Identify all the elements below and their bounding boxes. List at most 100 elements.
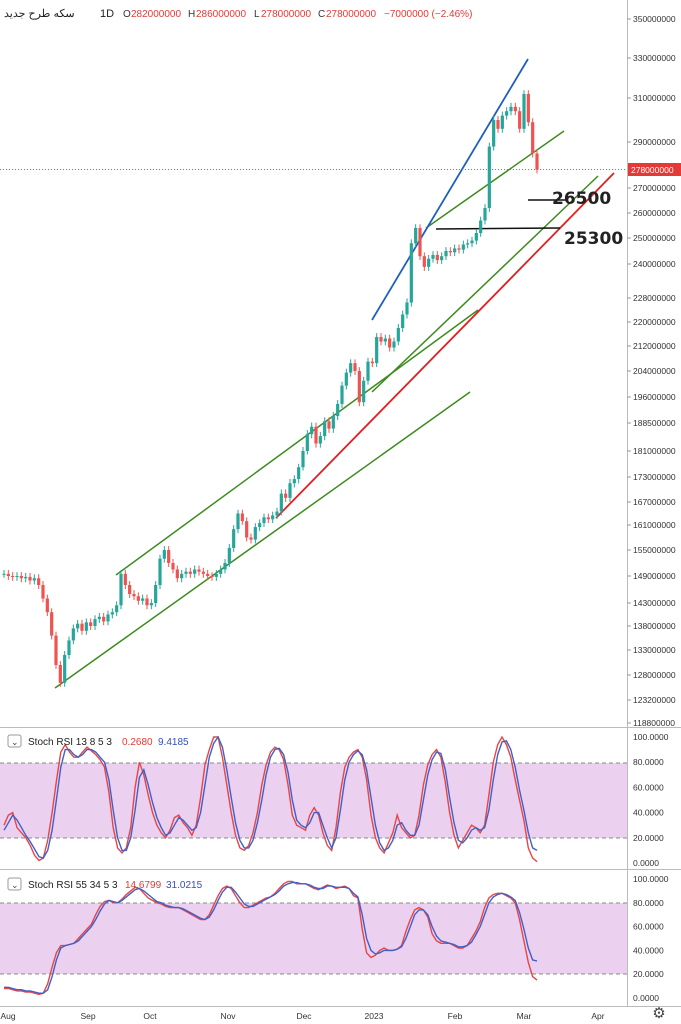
stoch1-band	[0, 763, 627, 838]
candle-body	[32, 578, 36, 581]
candle-body	[379, 337, 383, 342]
price-tick-label: 350000000	[633, 14, 676, 24]
candle-body	[457, 248, 461, 250]
candle-body	[206, 573, 210, 576]
symbol-name: سکه طرح جدید	[4, 8, 75, 20]
price-tick-label: 161000000	[633, 520, 676, 530]
change-value: −7000000 (−2.46%)	[384, 9, 472, 20]
candle-body	[136, 596, 140, 601]
stoch2-lines	[4, 880, 538, 996]
candle-body	[110, 612, 114, 615]
collapse-chevron-icon: ⌄	[11, 737, 19, 747]
price-tick-label: 118800000	[633, 718, 675, 728]
candle-body	[50, 612, 54, 636]
candle-body	[54, 635, 58, 665]
price-tick-label: 138000000	[633, 621, 676, 631]
gear-icon[interactable]: ⚙	[652, 1005, 666, 1022]
upper-channel-line	[115, 309, 479, 576]
candle-body	[171, 563, 175, 570]
candle-body	[505, 111, 509, 116]
stoch1-title: Stoch RSI 13 8 5 3	[28, 737, 112, 748]
candle-body	[301, 451, 305, 468]
stoch-tick-label: 40.0000	[633, 945, 664, 955]
price-tick-label: 123200000	[633, 695, 676, 705]
candle-body	[331, 416, 335, 429]
candle-body	[405, 302, 409, 315]
candle-body	[396, 328, 400, 342]
candle-body	[292, 479, 296, 484]
open-label: O	[123, 9, 131, 20]
chart-header: سکه طرح جدید 1D O 282000000 H 286000000 …	[4, 8, 472, 20]
candle-body	[474, 233, 478, 241]
candle-body	[513, 106, 517, 112]
candle-body	[344, 372, 348, 386]
candle-body	[128, 585, 132, 594]
top-channel-line	[425, 130, 565, 229]
price-tick-label: 228000000	[633, 293, 676, 303]
price-tick-label: 188500000	[633, 418, 676, 428]
stoch2-axis: 100.0000 80.0000 60.0000 40.0000 20.0000 0.00…	[633, 874, 669, 1003]
candle-body	[279, 493, 283, 512]
price-axis: 350000000 330000000 310000000 290000000 2700…	[627, 14, 676, 728]
time-tick-label: Mar	[517, 1011, 532, 1021]
candle-body	[97, 616, 101, 620]
time-tick-label: Aug	[0, 1011, 15, 1021]
price-tick-label: 260000000	[633, 208, 676, 218]
candle-body	[418, 228, 422, 257]
collapse-icon[interactable]	[7, 734, 22, 748]
candle-body	[444, 251, 448, 257]
stoch-d-line	[3, 735, 538, 859]
candle-body	[253, 527, 257, 540]
price-tick-label: 128000000	[633, 670, 676, 680]
candle-body	[288, 483, 292, 498]
candle-body	[466, 243, 470, 245]
candle-body	[184, 571, 188, 574]
candle-body	[409, 243, 413, 303]
candle-body	[63, 655, 67, 683]
candle-body	[67, 640, 71, 655]
candle-body	[6, 573, 10, 576]
last-price-badge	[628, 163, 681, 176]
candle-body	[340, 385, 344, 404]
candle-body	[431, 254, 435, 259]
candle-body	[93, 619, 97, 626]
stoch-tick-label: 60.0000	[633, 922, 664, 932]
candle-body	[11, 576, 15, 577]
high-label: H	[188, 9, 195, 20]
open-value: 282000000	[131, 9, 181, 20]
candle-body	[219, 569, 223, 574]
candle-body	[197, 569, 201, 572]
candle-body	[210, 576, 214, 577]
stoch1-axis: 100.0000 80.0000 60.0000 40.0000 20.0000 0.00…	[633, 732, 669, 868]
level-26500-label: 26500	[552, 189, 611, 209]
stoch-tick-label: 60.0000	[633, 782, 664, 792]
close-label: C	[318, 9, 325, 20]
candle-body	[41, 585, 45, 599]
time-tick-label: Dec	[296, 1011, 312, 1021]
price-tick-label: 181000000	[633, 446, 676, 456]
candle-body	[106, 614, 110, 622]
candle-body	[201, 571, 205, 574]
candle-body	[526, 94, 530, 123]
candle-body	[275, 511, 279, 516]
price-tick-label: 149000000	[633, 571, 676, 581]
interval-label: 1D	[100, 8, 114, 20]
collapse-icon[interactable]	[7, 877, 22, 891]
candle-body	[353, 363, 357, 371]
candle-body	[414, 228, 418, 244]
candle-body	[440, 256, 444, 261]
low-value: 278000000	[261, 9, 311, 20]
price-tick-label: 240000000	[633, 259, 676, 269]
candle-body	[522, 94, 526, 129]
candle-body	[284, 493, 288, 498]
candle-body	[24, 576, 28, 579]
candle-body	[115, 605, 119, 613]
candle-body	[388, 338, 392, 348]
candle-body	[180, 573, 184, 579]
candle-body	[357, 371, 361, 403]
time-tick-label: Sep	[80, 1011, 95, 1021]
price-tick-label: 220000000	[633, 317, 676, 327]
candle-body	[392, 341, 396, 348]
price-tick-label: 270000000	[633, 183, 676, 193]
mid-channel-line	[371, 175, 599, 393]
